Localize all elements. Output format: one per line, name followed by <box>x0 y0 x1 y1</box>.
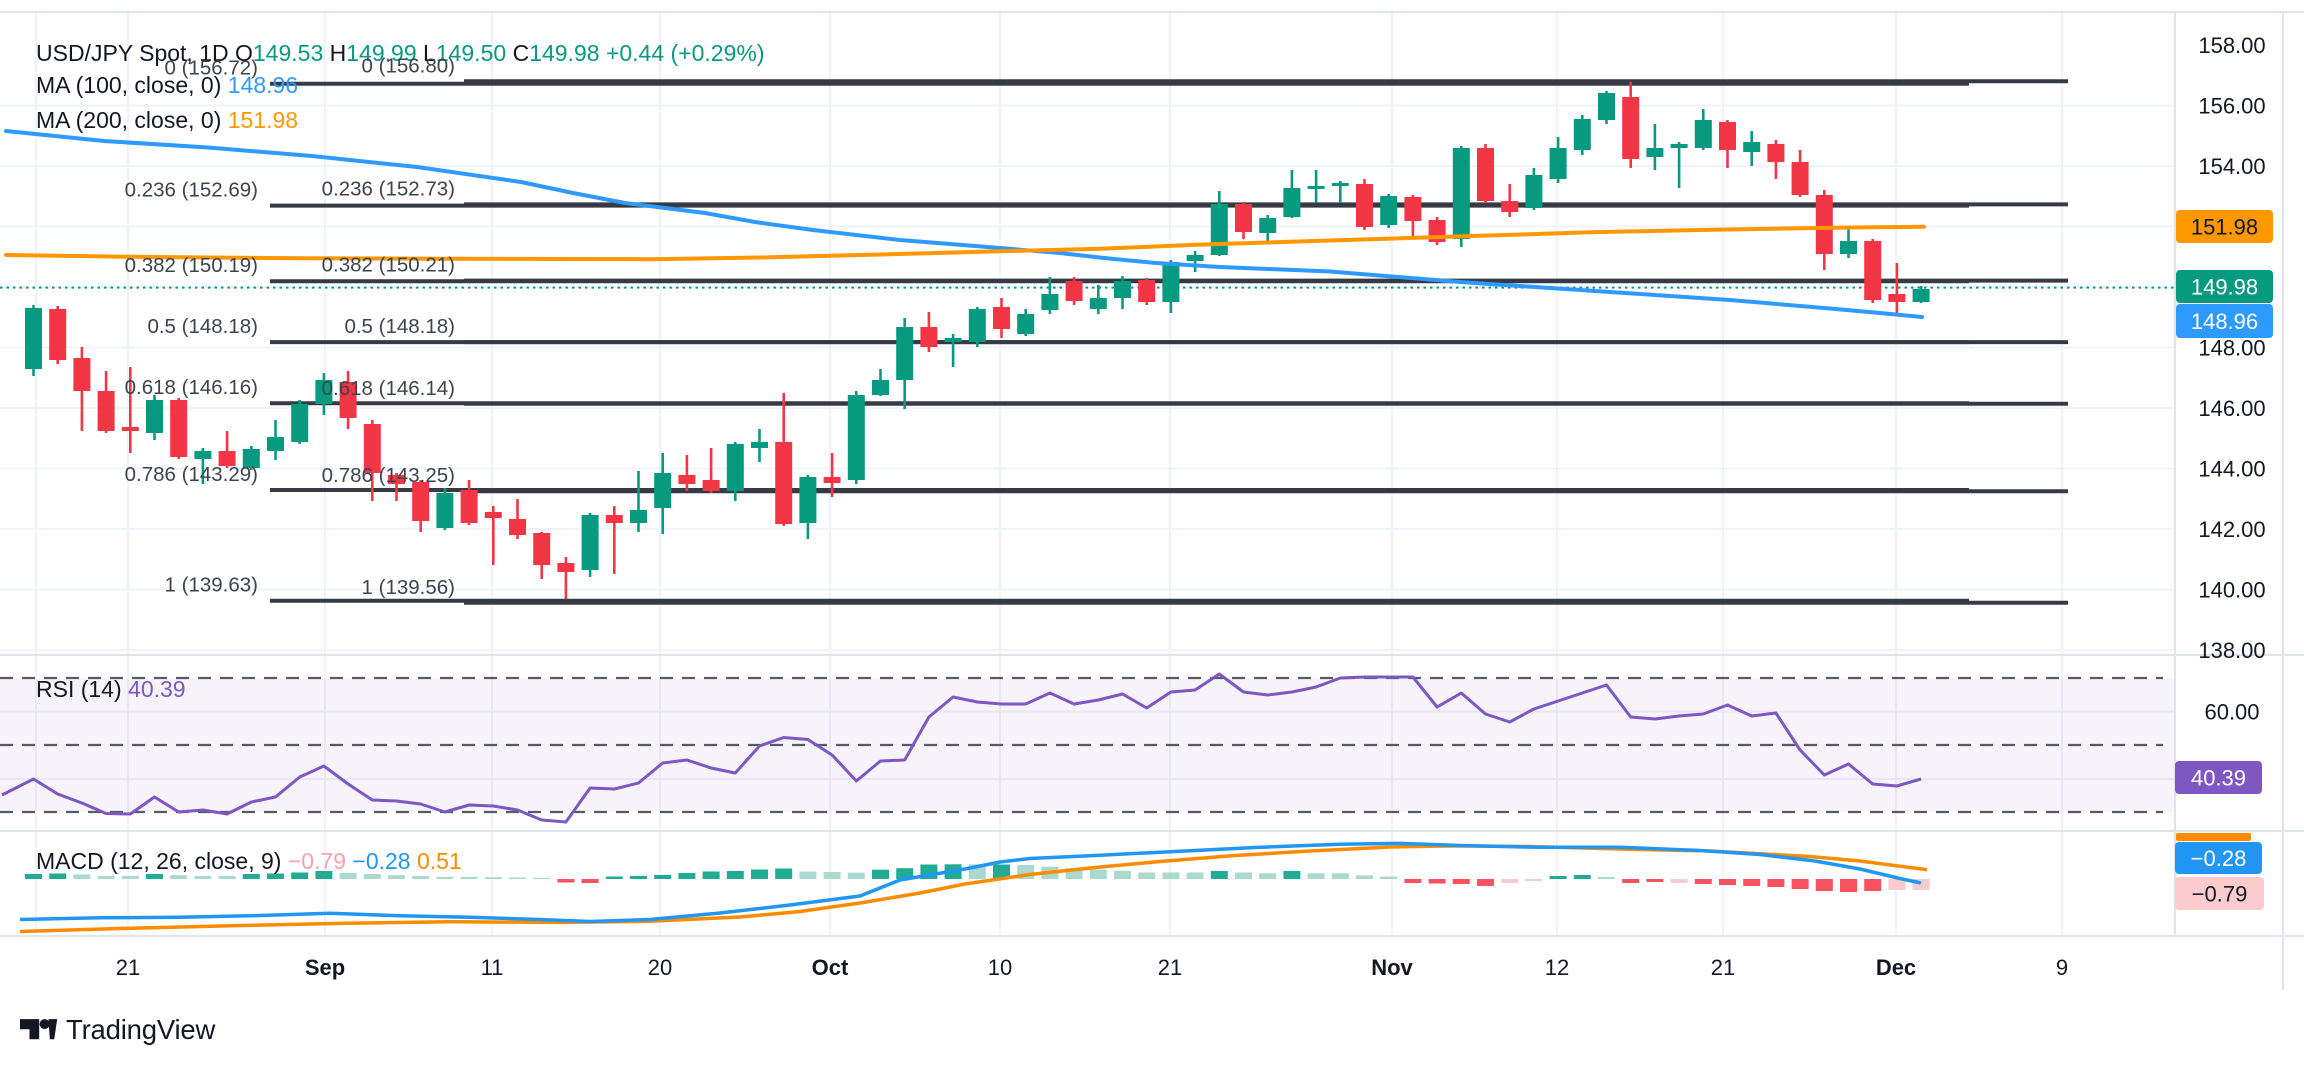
svg-text:Oct: Oct <box>812 955 849 980</box>
svg-text:1 (139.56): 1 (139.56) <box>362 576 455 599</box>
svg-text:151.98: 151.98 <box>2191 215 2258 240</box>
svg-text:0.786 (143.29): 0.786 (143.29) <box>125 463 258 486</box>
svg-text:−0.79: −0.79 <box>2192 882 2248 907</box>
svg-text:USD/JPY Spot, 1D O149.53 H149: USD/JPY Spot, 1D O149.53 H149.99 L149.50… <box>36 40 765 66</box>
svg-text:0.236 (152.73): 0.236 (152.73) <box>322 177 455 200</box>
svg-text:149.98: 149.98 <box>2191 275 2258 300</box>
svg-text:Sep: Sep <box>305 955 345 980</box>
svg-text:12: 12 <box>1545 955 1569 980</box>
svg-text:TradingView: TradingView <box>66 1014 215 1045</box>
svg-text:0.618 (146.16): 0.618 (146.16) <box>125 376 258 399</box>
svg-text:154.00: 154.00 <box>2198 154 2265 179</box>
svg-text:140.00: 140.00 <box>2198 578 2265 603</box>
svg-text:138.00: 138.00 <box>2198 638 2265 663</box>
svg-text:0 (156.80): 0 (156.80) <box>362 54 455 77</box>
svg-text:MA (100, close, 0) 148.96: MA (100, close, 0) 148.96 <box>36 72 298 98</box>
svg-text:148.96: 148.96 <box>2191 309 2258 334</box>
svg-text:0.618 (146.14): 0.618 (146.14) <box>322 377 455 400</box>
svg-text:0.382 (150.21): 0.382 (150.21) <box>322 254 455 277</box>
svg-text:0 (156.72): 0 (156.72) <box>165 57 258 80</box>
svg-text:144.00: 144.00 <box>2198 457 2265 482</box>
svg-text:142.00: 142.00 <box>2198 517 2265 542</box>
svg-text:0.236 (152.69): 0.236 (152.69) <box>125 179 258 202</box>
svg-text:Dec: Dec <box>1876 955 1916 980</box>
svg-text:0.786 (143.25): 0.786 (143.25) <box>322 464 455 487</box>
svg-text:21: 21 <box>116 955 140 980</box>
svg-text:−0.28: −0.28 <box>2191 846 2247 871</box>
svg-text:21: 21 <box>1158 955 1182 980</box>
svg-text:156.00: 156.00 <box>2198 94 2265 119</box>
svg-text:1 (139.63): 1 (139.63) <box>165 574 258 597</box>
svg-text:158.00: 158.00 <box>2198 33 2265 58</box>
svg-text:20: 20 <box>648 955 672 980</box>
svg-text:21: 21 <box>1711 955 1735 980</box>
svg-text:0.5 (148.18): 0.5 (148.18) <box>344 315 455 338</box>
svg-text:MA (200, close, 0) 151.98: MA (200, close, 0) 151.98 <box>36 107 298 133</box>
svg-text:146.00: 146.00 <box>2198 396 2265 421</box>
svg-text:0.5 (148.18): 0.5 (148.18) <box>147 315 258 338</box>
svg-text:0.382 (150.19): 0.382 (150.19) <box>125 254 258 277</box>
svg-text:148.00: 148.00 <box>2198 336 2265 361</box>
svg-text:RSI (14) 40.39: RSI (14) 40.39 <box>36 676 186 702</box>
svg-text:Nov: Nov <box>1371 955 1413 980</box>
svg-text:10: 10 <box>988 955 1012 980</box>
svg-text:11: 11 <box>481 955 504 980</box>
svg-text:MACD (12, 26, close, 9) −0.79: MACD (12, 26, close, 9) −0.79 −0.28 0.51 <box>36 848 462 874</box>
svg-text:60.00: 60.00 <box>2204 700 2259 725</box>
svg-text:9: 9 <box>2056 955 2068 980</box>
svg-text:40.39: 40.39 <box>2191 766 2246 791</box>
